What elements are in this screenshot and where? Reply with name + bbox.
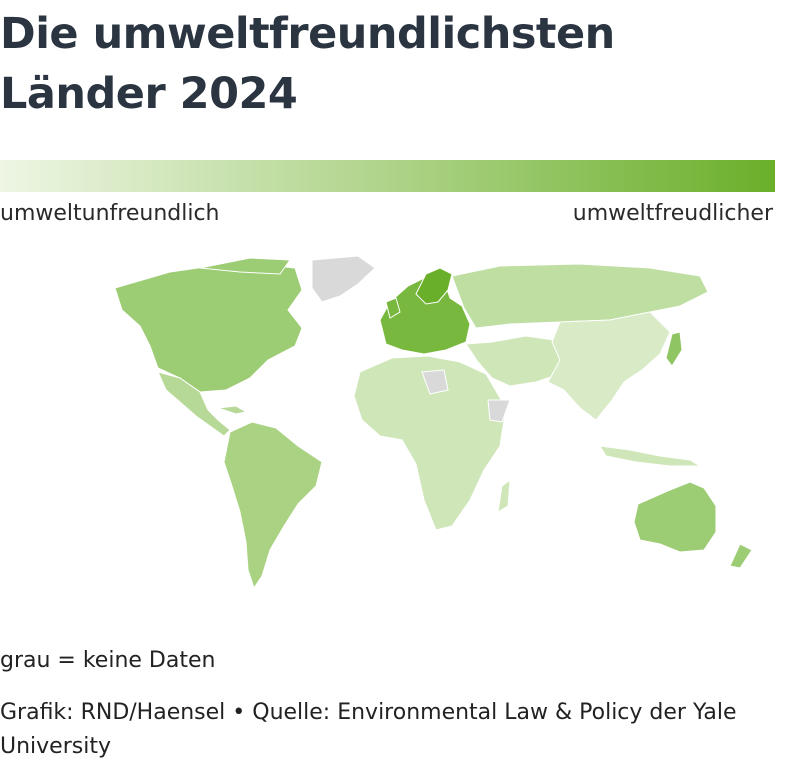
map-indonesia xyxy=(599,445,702,467)
legend-low-label: umweltunfreundlich xyxy=(0,201,220,226)
map-africa xyxy=(353,355,507,531)
source-credit: Grafik: RND/Haensel • Quelle: Environmen… xyxy=(0,700,737,759)
map-sahara-nodata xyxy=(421,369,449,395)
map-horn-nodata xyxy=(487,399,511,423)
map-australia xyxy=(633,481,717,553)
no-data-note: grau = keine Daten xyxy=(0,648,216,673)
page-title: Die umweltfreundlichsten Länder 2024 xyxy=(0,9,615,119)
map-north-america xyxy=(114,261,303,393)
map-russia xyxy=(451,263,709,329)
map-greenland xyxy=(311,255,376,303)
map-central-america xyxy=(157,371,231,437)
map-south-america xyxy=(223,421,323,590)
color-scale-bar xyxy=(0,160,775,192)
world-map xyxy=(114,255,753,590)
map-new-zealand xyxy=(729,543,753,569)
map-scandinavia xyxy=(415,267,453,305)
map-uk xyxy=(385,297,401,319)
map-madagascar xyxy=(497,478,511,513)
map-arctic-islands xyxy=(199,257,291,275)
map-caribbean xyxy=(217,405,248,415)
map-japan xyxy=(665,331,683,367)
legend-high-label: umweltfreudlicher xyxy=(572,201,773,226)
map-asia xyxy=(547,311,671,421)
map-europe xyxy=(379,275,471,355)
